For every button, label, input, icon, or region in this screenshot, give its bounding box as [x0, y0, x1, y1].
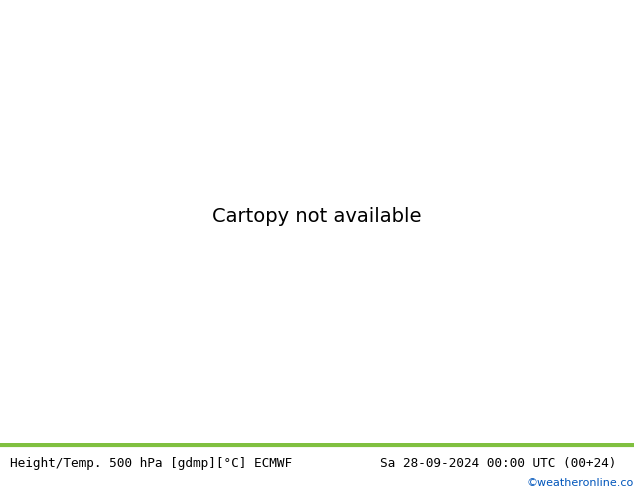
Text: Sa 28-09-2024 00:00 UTC (00+24): Sa 28-09-2024 00:00 UTC (00+24)	[380, 458, 617, 470]
Text: Height/Temp. 500 hPa [gdmp][°C] ECMWF: Height/Temp. 500 hPa [gdmp][°C] ECMWF	[10, 458, 292, 470]
Text: Cartopy not available: Cartopy not available	[212, 207, 422, 226]
Text: ©weatheronline.co.uk: ©weatheronline.co.uk	[526, 478, 634, 488]
